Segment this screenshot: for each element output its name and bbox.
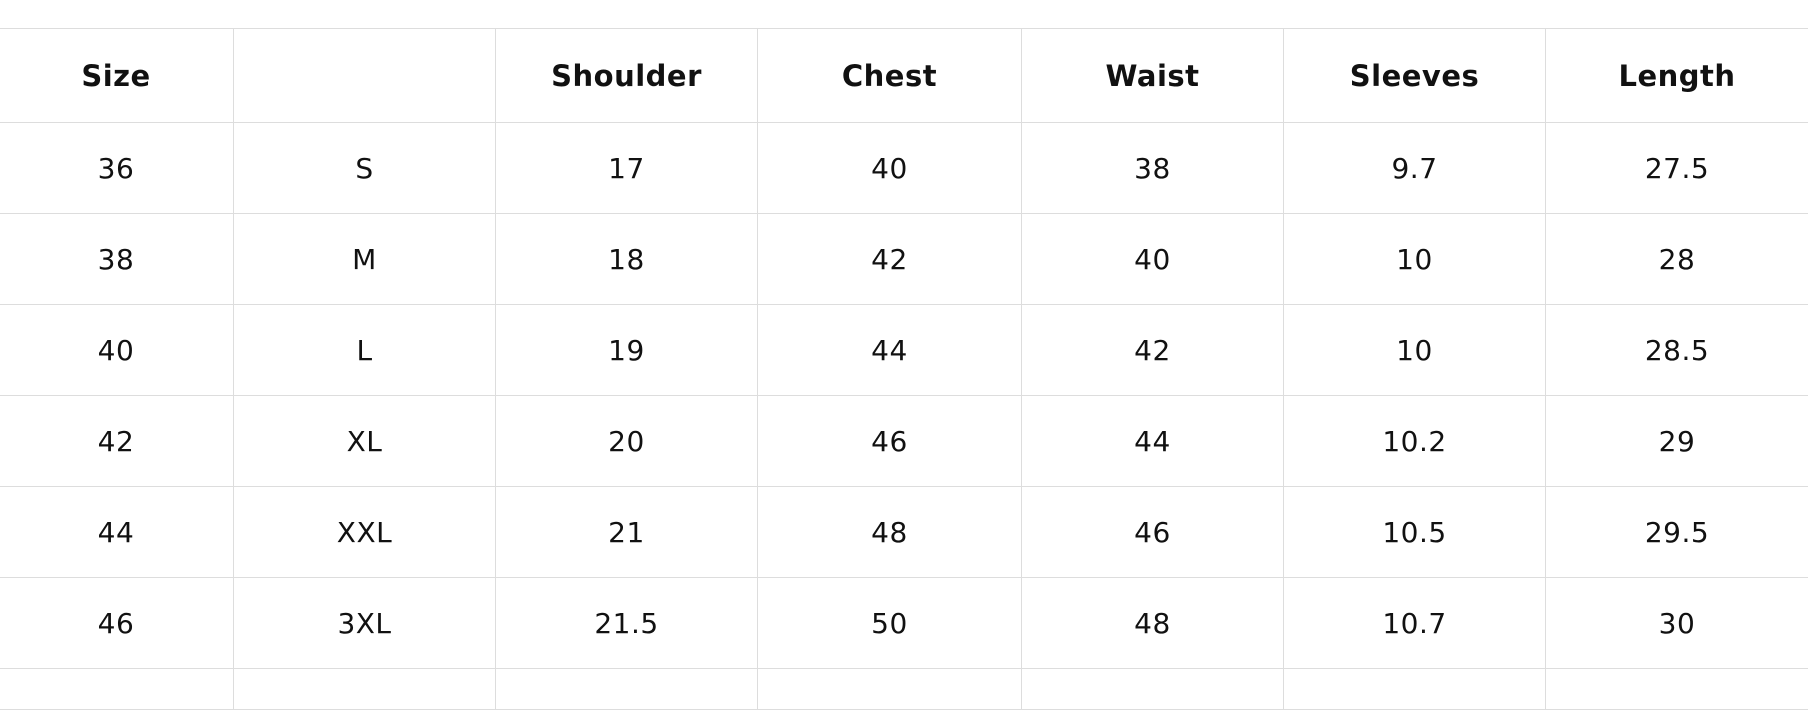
table-row-partial — [0, 669, 1808, 710]
cell-empty — [1284, 669, 1546, 710]
cell-empty — [0, 669, 234, 710]
header-length: Length — [1546, 29, 1808, 123]
cell-shoulder: 18 — [496, 214, 758, 305]
cell-shoulder: 21 — [496, 487, 758, 578]
cell-label: XXL — [234, 487, 496, 578]
table-row: 46 3XL 21.5 50 48 10.7 30 — [0, 578, 1808, 669]
cell-shoulder: 21.5 — [496, 578, 758, 669]
cell-label: L — [234, 305, 496, 396]
cell-chest: 42 — [758, 214, 1022, 305]
cell-sleeves: 10.2 — [1284, 396, 1546, 487]
cell-sleeves: 10 — [1284, 214, 1546, 305]
cell-empty — [234, 669, 496, 710]
cell-chest: 44 — [758, 305, 1022, 396]
cell-label: M — [234, 214, 496, 305]
cell-empty — [1022, 669, 1284, 710]
cell-sleeves: 9.7 — [1284, 123, 1546, 214]
cell-chest: 50 — [758, 578, 1022, 669]
table-row: 38 M 18 42 40 10 28 — [0, 214, 1808, 305]
cell-label: S — [234, 123, 496, 214]
header-sleeves: Sleeves — [1284, 29, 1546, 123]
cell-size: 40 — [0, 305, 234, 396]
cell-shoulder: 17 — [496, 123, 758, 214]
cell-shoulder: 20 — [496, 396, 758, 487]
cell-sleeves: 10.5 — [1284, 487, 1546, 578]
cell-waist: 44 — [1022, 396, 1284, 487]
table-row: 36 S 17 40 38 9.7 27.5 — [0, 123, 1808, 214]
cell-size: 36 — [0, 123, 234, 214]
size-chart-table: Size Shoulder Chest Waist Sleeves Length… — [0, 28, 1808, 710]
cell-length: 28.5 — [1546, 305, 1808, 396]
cell-length: 30 — [1546, 578, 1808, 669]
table-row: 40 L 19 44 42 10 28.5 — [0, 305, 1808, 396]
cell-waist: 40 — [1022, 214, 1284, 305]
cell-size: 44 — [0, 487, 234, 578]
cell-shoulder: 19 — [496, 305, 758, 396]
cell-waist: 42 — [1022, 305, 1284, 396]
cell-empty — [496, 669, 758, 710]
cell-label: 3XL — [234, 578, 496, 669]
cell-label: XL — [234, 396, 496, 487]
header-label — [234, 29, 496, 123]
cell-size: 38 — [0, 214, 234, 305]
cell-length: 27.5 — [1546, 123, 1808, 214]
cell-chest: 40 — [758, 123, 1022, 214]
cell-waist: 38 — [1022, 123, 1284, 214]
cell-sleeves: 10 — [1284, 305, 1546, 396]
header-row: Size Shoulder Chest Waist Sleeves Length — [0, 29, 1808, 123]
cell-waist: 46 — [1022, 487, 1284, 578]
cell-empty — [1546, 669, 1808, 710]
cell-chest: 48 — [758, 487, 1022, 578]
size-chart: Size Shoulder Chest Waist Sleeves Length… — [0, 28, 1808, 710]
table-row: 42 XL 20 46 44 10.2 29 — [0, 396, 1808, 487]
header-waist: Waist — [1022, 29, 1284, 123]
cell-empty — [758, 669, 1022, 710]
cell-size: 46 — [0, 578, 234, 669]
cell-sleeves: 10.7 — [1284, 578, 1546, 669]
header-shoulder: Shoulder — [496, 29, 758, 123]
header-chest: Chest — [758, 29, 1022, 123]
cell-chest: 46 — [758, 396, 1022, 487]
cell-size: 42 — [0, 396, 234, 487]
cell-length: 28 — [1546, 214, 1808, 305]
cell-waist: 48 — [1022, 578, 1284, 669]
header-size: Size — [0, 29, 234, 123]
cell-length: 29.5 — [1546, 487, 1808, 578]
cell-length: 29 — [1546, 396, 1808, 487]
table-row: 44 XXL 21 48 46 10.5 29.5 — [0, 487, 1808, 578]
